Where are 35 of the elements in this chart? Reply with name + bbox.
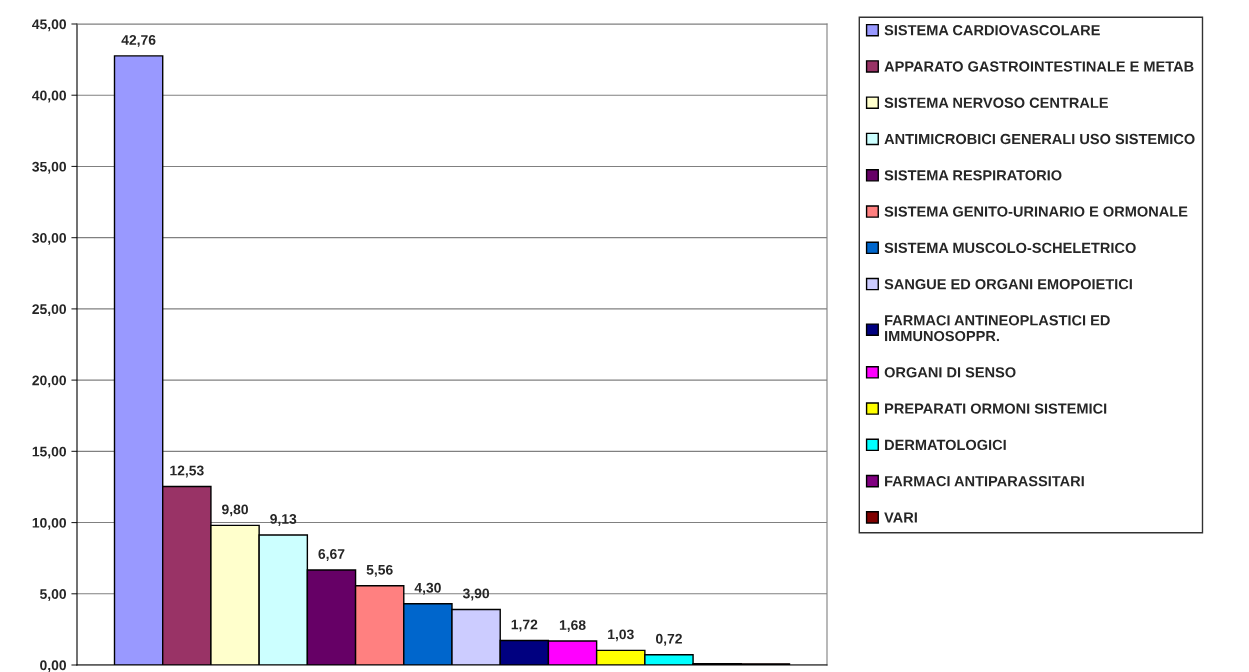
data-label: 5,56 (366, 564, 393, 577)
y-tick-label: 0,00 (40, 660, 67, 672)
legend-label: FARMACI ANTINEOPLASTICI ED IMMUNOSOPPR. (885, 315, 1110, 342)
legend-label: SISTEMA RESPIRATORIO (884, 170, 1062, 181)
legend-label: SISTEMA GENITO-URINARIO E ORMONALE (884, 206, 1188, 217)
legend-label: SANGUE ED ORGANI EMOPOIETICI (884, 278, 1132, 290)
legend-label: VARI (884, 512, 917, 523)
y-tick-label: 40,00 (32, 90, 67, 103)
legend-label: SISTEMA MUSCOLO-SCHELETRICO (884, 242, 1136, 254)
data-label: 1,03 (608, 629, 634, 642)
data-label: 1,68 (559, 620, 586, 632)
legend-label: SISTEMA CARDIOVASCOLARE (884, 25, 1100, 36)
data-label: 0,72 (656, 633, 682, 646)
data-label: 12,53 (170, 465, 204, 478)
y-tick-label: 15,00 (32, 446, 67, 459)
legend-label: DERMATOLOGICI (885, 439, 1006, 451)
legend-label: FARMACI ANTIPARASSITARI (885, 475, 1084, 487)
y-tick-label: 30,00 (32, 233, 67, 245)
legend-label: ORGANI DI SENSO (884, 367, 1016, 378)
y-tick-label: 5,00 (39, 589, 67, 601)
data-label: 9,80 (222, 504, 248, 517)
legend-label: APPARATO GASTROINTESTINALE E METAB (884, 61, 1194, 72)
legend-label: SISTEMA NERVOSO CENTRALE (884, 97, 1108, 108)
data-label: 42,76 (121, 34, 156, 47)
y-tick-label: 35,00 (32, 161, 67, 174)
data-label: 1,72 (511, 619, 538, 632)
data-label: 6,67 (318, 549, 345, 561)
data-label: 4,30 (414, 582, 441, 595)
legend-label: ANTIMICROBICI GENERALI USO SISTEMICO (884, 133, 1195, 145)
data-label: 3,90 (462, 588, 490, 601)
y-tick-label: 20,00 (32, 375, 67, 388)
legend-label: PREPARATI ORMONI SISTEMICI (885, 403, 1107, 414)
y-tick-label: 45,00 (32, 19, 67, 32)
y-tick-label: 10,00 (32, 517, 67, 530)
y-tick-label: 25,00 (32, 304, 67, 317)
